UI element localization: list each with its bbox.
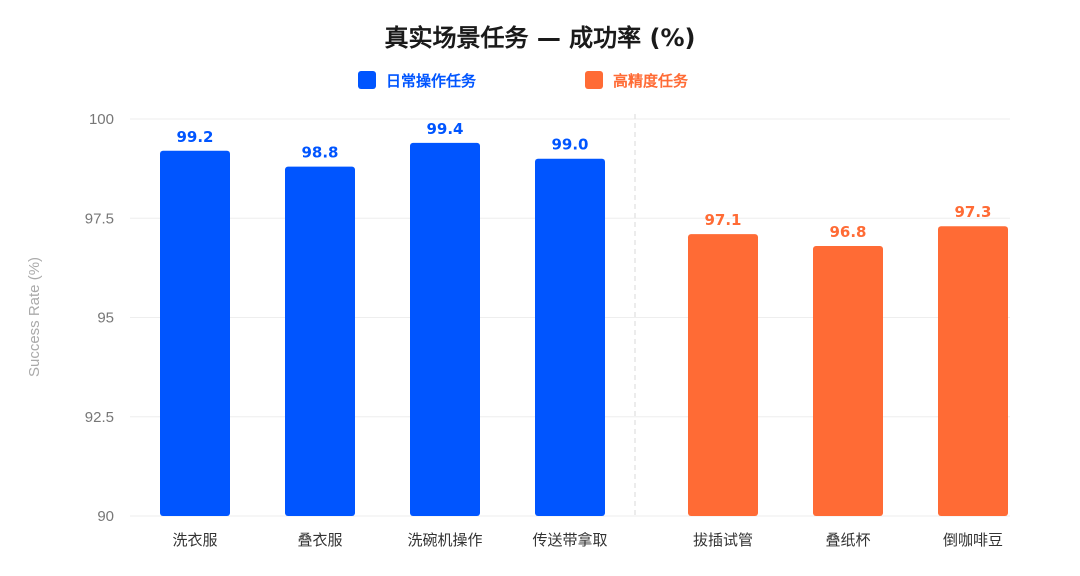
x-tick-label: 叠衣服	[297, 531, 342, 549]
x-tick-label: 洗碗机操作	[407, 531, 482, 549]
bar	[688, 234, 758, 516]
legend-label: 日常操作任务	[386, 72, 477, 90]
x-tick-label: 叠纸杯	[825, 531, 870, 549]
bar	[160, 150, 230, 516]
legend: 日常操作任务 高精度任务	[358, 71, 689, 90]
data-label: 96.8	[829, 223, 866, 241]
legend-label: 高精度任务	[613, 72, 689, 90]
x-tick-label: 倒咖啡豆	[943, 531, 1003, 549]
y-tick-label: 97.5	[85, 210, 114, 227]
legend-swatch	[585, 71, 603, 89]
data-label: 98.8	[301, 144, 338, 162]
data-label: 99.4	[426, 120, 463, 138]
legend-swatch	[358, 71, 376, 89]
bar	[813, 246, 883, 517]
data-label: 97.1	[704, 211, 741, 229]
bar	[535, 158, 605, 516]
x-tick-label: 洗衣服	[172, 531, 217, 549]
y-tick-label: 95	[97, 310, 114, 327]
chart-title: 真实场景任务 — 成功率 (%)	[384, 24, 695, 52]
bar	[938, 226, 1008, 516]
bar-layer	[160, 142, 1008, 517]
y-axis-label: Success Rate (%)	[26, 257, 43, 377]
data-label: 99.0	[551, 136, 588, 154]
bar	[410, 142, 480, 516]
y-tick-label: 100	[89, 111, 114, 128]
bar	[285, 166, 355, 516]
y-tick-label: 92.5	[85, 409, 114, 426]
y-tick-label: 90	[97, 508, 114, 525]
x-tick-label: 拔插试管	[693, 531, 753, 549]
axis-layer: 90 92.5 95 97.5 100 洗衣服 叠衣服 洗碗机操作 传送带拿取 拔插试管 叠纸杯 倒咖…	[85, 111, 1003, 549]
data-label: 99.2	[176, 128, 213, 146]
x-tick-label: 传送带拿取	[532, 531, 607, 549]
data-label: 97.3	[954, 203, 991, 221]
label-layer: 99.2 98.8 99.4 99.0 97.1 96.8 97.3	[176, 120, 991, 241]
